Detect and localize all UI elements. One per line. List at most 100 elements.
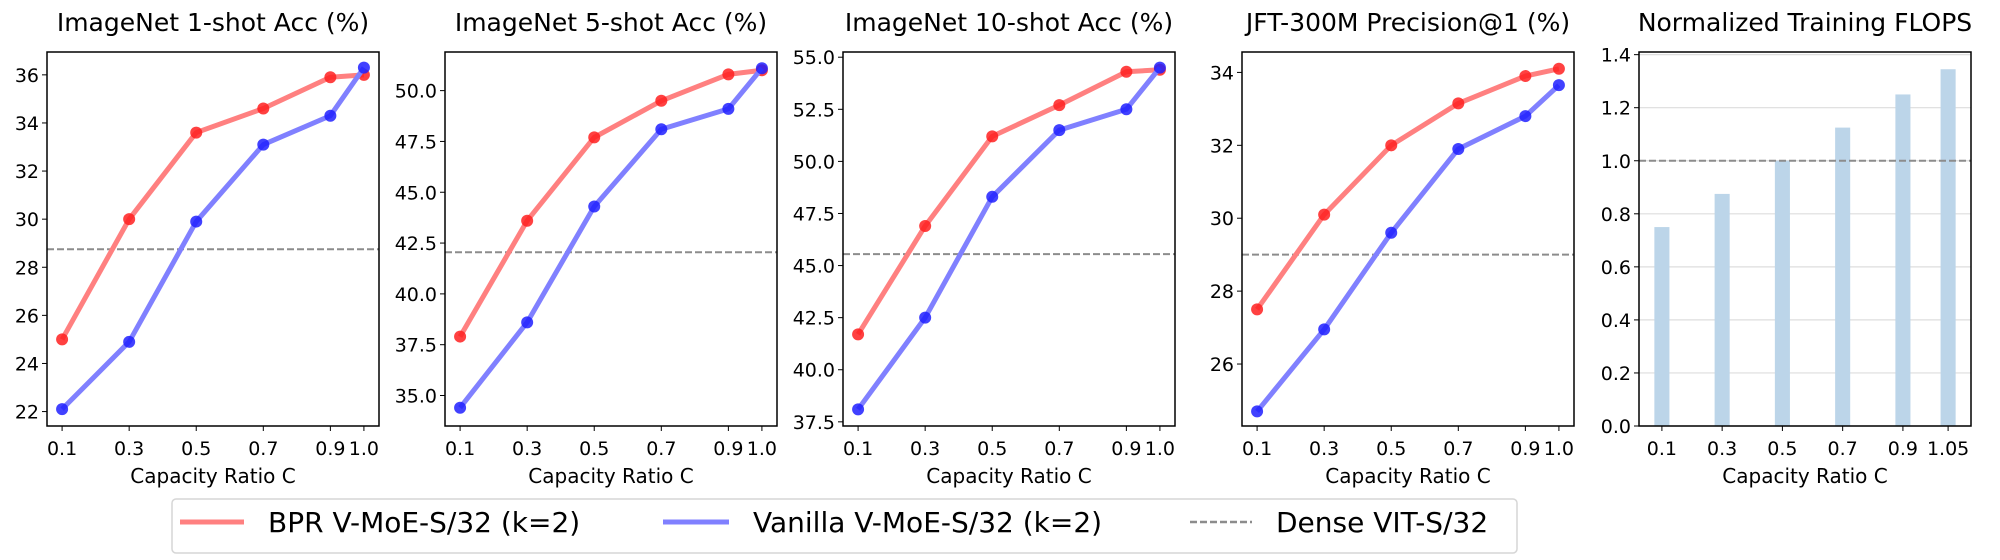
- x-tick-label: 0.5: [1767, 438, 1797, 460]
- x-tick-label: 0.9: [315, 438, 345, 460]
- bpr-point: [1552, 62, 1565, 75]
- vanilla-point: [722, 102, 735, 115]
- vanilla-point: [1385, 226, 1398, 239]
- vanilla-point: [56, 403, 69, 416]
- x-tick-label: 0.3: [910, 438, 940, 460]
- x-tick-label: 1.0: [1145, 438, 1175, 460]
- bpr-series-line: [1255, 66, 1560, 311]
- bar: [1940, 69, 1956, 426]
- y-tick-label: 40.0: [395, 284, 437, 306]
- x-tick-label: 0.7: [646, 438, 676, 460]
- x-tick-label: 0.5: [181, 438, 211, 460]
- vanilla-point: [1251, 405, 1264, 418]
- x-tick-label: 0.3: [1309, 438, 1339, 460]
- axes-frame: [46, 51, 380, 427]
- vanilla-point: [1552, 79, 1565, 92]
- y-tick-label: 50.0: [793, 151, 835, 173]
- y-tick-label: 47.5: [793, 203, 835, 225]
- y-tick-label: 37.5: [395, 335, 437, 357]
- bpr-point: [1120, 65, 1133, 78]
- bpr-point: [852, 328, 865, 341]
- vanilla-point: [1318, 323, 1331, 336]
- vanilla-point: [1120, 103, 1133, 116]
- bar: [1714, 193, 1730, 426]
- y-tick-label: 30: [15, 209, 39, 231]
- y-tick-label: 28: [1210, 281, 1234, 303]
- x-tick-label: 0.5: [579, 438, 609, 460]
- y-tick-label: 0.4: [1601, 310, 1631, 332]
- x-tick-label: 0.5: [977, 438, 1007, 460]
- vanilla-point: [1153, 61, 1166, 74]
- y-tick-label: 1.0: [1601, 151, 1631, 173]
- vanilla-point: [755, 62, 768, 75]
- vanilla-point: [588, 200, 601, 213]
- y-tick-label: 42.5: [793, 308, 835, 330]
- vanilla-series-line: [1255, 83, 1561, 414]
- x-tick-label: 0.3: [1707, 438, 1737, 460]
- bpr-point: [655, 94, 668, 107]
- panel-4: JFT-300M Precision@1 (%) 26 28 30 32 34 0.1 0.3…: [1210, 8, 1575, 488]
- legend-frame: [171, 498, 1518, 554]
- x-tick-label: 0.1: [1647, 438, 1677, 460]
- vanilla-point: [986, 190, 999, 203]
- bpr-point: [1251, 303, 1264, 316]
- vanilla-point: [123, 335, 136, 348]
- vanilla-point: [1053, 124, 1066, 137]
- vanilla-point: [357, 61, 370, 74]
- x-tick-label: 1.0: [1544, 438, 1574, 460]
- bar: [1835, 127, 1851, 427]
- axes-frame: [444, 51, 778, 427]
- y-tick-label: 22: [15, 402, 39, 424]
- y-tick-label: 37.5: [793, 412, 835, 434]
- x-tick-label: 1.05: [1927, 438, 1969, 460]
- y-tick-label: 1.2: [1601, 98, 1631, 120]
- bpr-point: [190, 126, 203, 139]
- axes-frame: [1638, 51, 1972, 427]
- bpr-point: [324, 71, 337, 84]
- panel-1: ImageNet 1-shot Acc (%) 22 24 26 28 30 32 34 36 0…: [15, 8, 380, 488]
- legend-label-bpr: BPR V-MoE-S/32 (k=2): [268, 506, 580, 539]
- bar: [1774, 160, 1790, 426]
- vanilla-point: [257, 138, 270, 151]
- x-tick-label: 1.0: [747, 438, 777, 460]
- vanilla-series-line: [458, 66, 764, 410]
- bpr-point: [56, 333, 69, 346]
- bpr-point: [1053, 99, 1066, 112]
- panels: ImageNet 1-shot Acc (%) 22 24 26 28 30 32 34 36 0…: [15, 8, 1972, 488]
- bpr-series-line: [855, 67, 1161, 336]
- y-tick-label: 0.8: [1601, 204, 1631, 226]
- bpr-point: [123, 213, 136, 226]
- bar: [1654, 227, 1670, 426]
- bpr-point: [1385, 139, 1398, 152]
- panel-2: ImageNet 5-shot Acc (%) 35.0 37.5 40.0 42.5 4…: [395, 8, 778, 488]
- vanilla-point: [655, 123, 668, 136]
- panel-title: JFT-300M Precision@1 (%): [1244, 8, 1570, 37]
- y-tick-label: 24: [15, 353, 39, 375]
- bpr-point: [588, 131, 601, 144]
- legend: BPR V-MoE-S/32 (k=2) Vanilla V-MoE-S/32 …: [171, 498, 1518, 554]
- bpr-point: [454, 330, 467, 343]
- bpr-point: [1519, 70, 1532, 83]
- x-tick-label: 0.7: [1044, 438, 1074, 460]
- x-tick-label: 0.1: [47, 438, 77, 460]
- y-tick-label: 32: [15, 161, 39, 183]
- vanilla-point: [1452, 142, 1465, 155]
- x-axis-label: Capacity Ratio C: [1722, 464, 1887, 488]
- y-tick-label: 32: [1210, 135, 1234, 157]
- vanilla-point: [852, 403, 865, 416]
- x-axis-label: Capacity Ratio C: [926, 464, 1091, 488]
- y-tick-label: 0.6: [1601, 257, 1631, 279]
- y-tick-label: 36: [15, 65, 39, 87]
- y-tick-label: 0.0: [1601, 416, 1631, 438]
- vanilla-point: [1519, 110, 1532, 123]
- vanilla-point: [324, 109, 337, 122]
- vanilla-series-line: [856, 66, 1162, 411]
- y-tick-label: 34: [15, 113, 39, 135]
- y-tick-label: 35.0: [395, 386, 437, 408]
- bpr-series-line: [59, 72, 365, 341]
- legend-label-dense: Dense VIT-S/32: [1276, 506, 1488, 539]
- y-tick-label: 26: [1210, 354, 1234, 376]
- x-tick-label: 0.7: [1828, 438, 1858, 460]
- panel-5: Normalized Training FLOPS 0.0 0.2 0.4 0.6 0.8…: [1601, 8, 1972, 488]
- vanilla-point: [190, 215, 203, 228]
